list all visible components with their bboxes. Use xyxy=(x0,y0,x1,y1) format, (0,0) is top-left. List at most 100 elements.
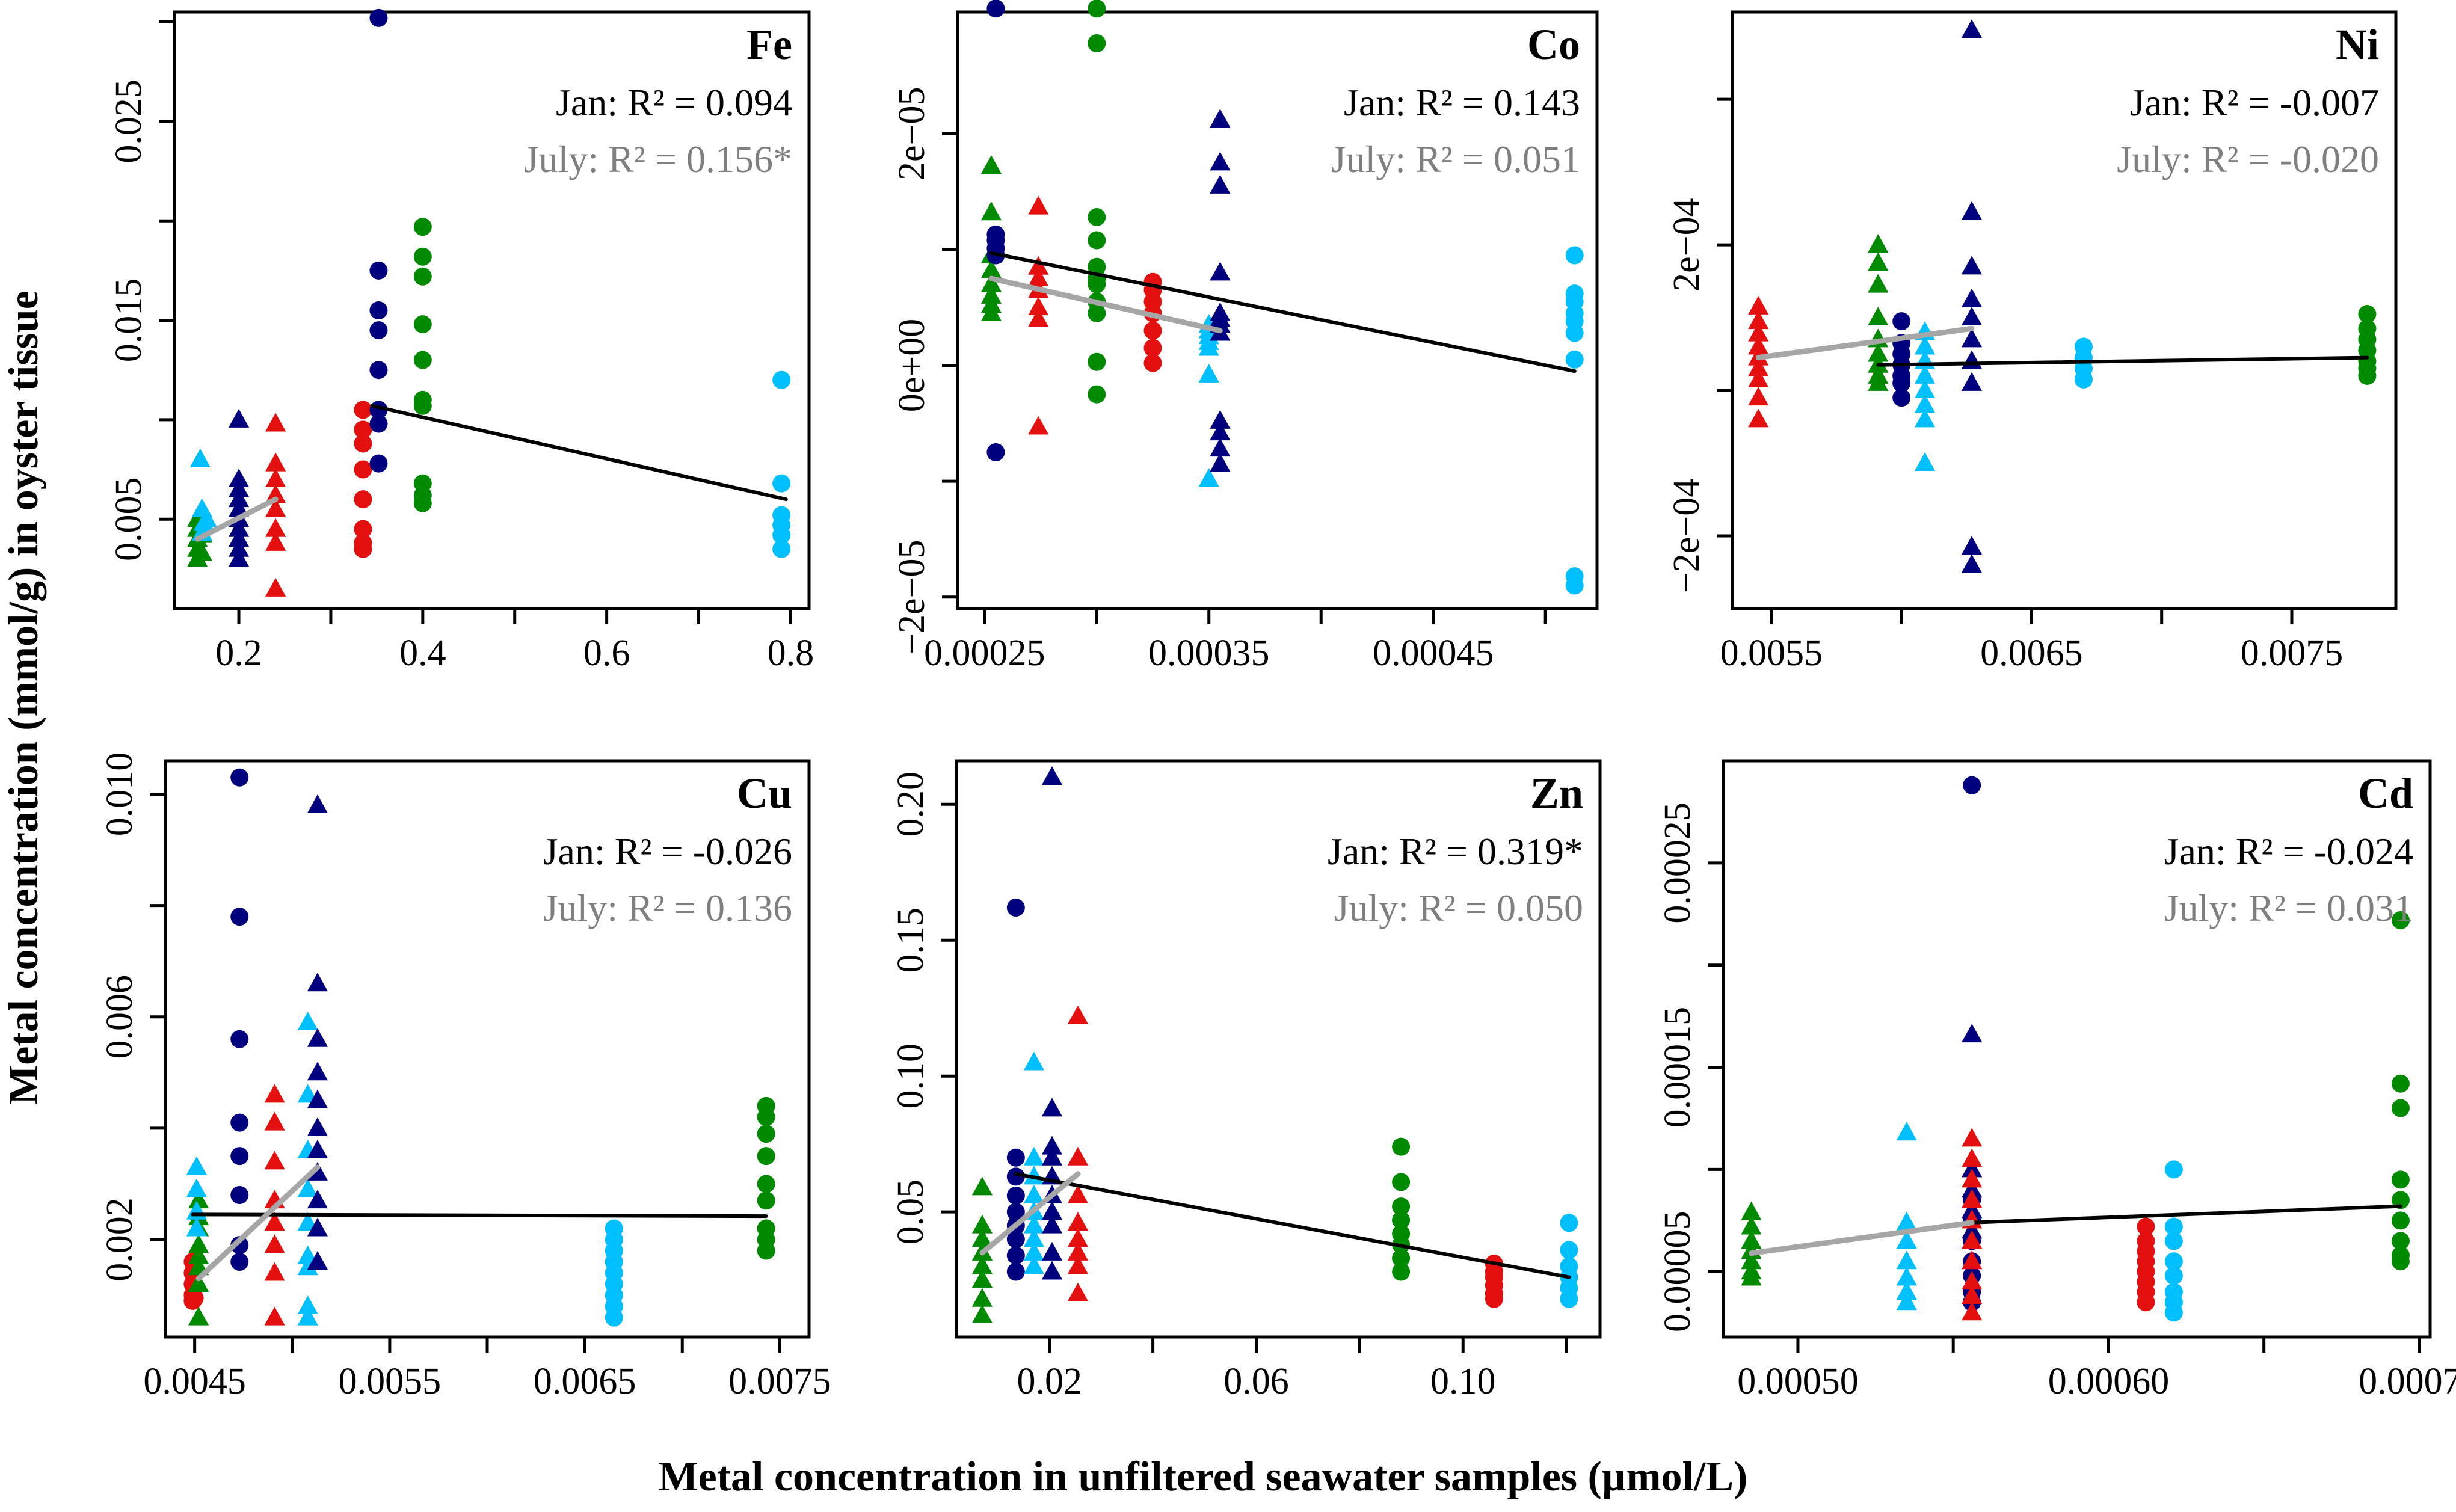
cu-point-red-triangle xyxy=(264,1151,285,1170)
ni-point-red-triangle xyxy=(1748,322,1769,342)
cu-point-dark-blue-triangle xyxy=(307,1139,328,1158)
cu-point-dark-blue-triangle xyxy=(307,1251,328,1270)
fe-point-red-circle xyxy=(354,434,372,453)
fe-fit-july-line xyxy=(194,496,279,542)
fe-point-light-blue-circle xyxy=(772,526,791,544)
co-point-red-triangle xyxy=(1028,256,1049,275)
cu-point-light-blue-triangle xyxy=(297,1012,318,1030)
co-point-green-circle xyxy=(1088,304,1106,322)
cu-point-light-blue-circle xyxy=(605,1308,623,1327)
cd-point-light-blue-circle xyxy=(2164,1303,2183,1322)
cu-point-green-triangle xyxy=(188,1245,209,1264)
zn-point-green-triangle xyxy=(971,1228,993,1247)
co-point-red-triangle xyxy=(1028,195,1049,215)
co-point-red-circle xyxy=(1143,339,1162,357)
zn-point-light-blue-triangle xyxy=(1023,1051,1045,1071)
ni-point-light-blue-triangle xyxy=(1914,452,1936,472)
zn-point-dark-blue-circle xyxy=(1006,1203,1025,1222)
cd-point-light-blue-triangle xyxy=(1896,1122,1917,1141)
fe-point-dark-blue-triangle xyxy=(228,528,250,547)
zn-y-tick-label: 0.20 xyxy=(890,772,931,837)
zn-point-red-triangle xyxy=(1067,1146,1089,1166)
co-point-light-blue-circle xyxy=(1565,324,1584,342)
fe-point-red-circle xyxy=(354,460,372,479)
zn-point-dark-blue-circle xyxy=(1006,1167,1025,1186)
cu-point-red-triangle xyxy=(264,1306,285,1326)
cd-point-green-triangle xyxy=(1741,1215,1762,1235)
fe-point-red-circle xyxy=(354,401,372,419)
co-point-dark-blue-triangle xyxy=(1210,174,1231,194)
fe-point-dark-blue-circle xyxy=(369,321,388,340)
ni-point-light-blue-triangle xyxy=(1914,394,1936,413)
zn-x-tick-label: 0.06 xyxy=(1223,1361,1289,1402)
co-point-light-blue-circle xyxy=(1565,350,1584,369)
co-july-r2-label: July: R² = 0.051 xyxy=(1331,138,1580,180)
cd-point-light-blue-triangle xyxy=(1896,1250,1917,1270)
co-point-dark-blue-circle xyxy=(986,443,1005,461)
ni-point-green-circle xyxy=(2358,366,2377,385)
cd-point-light-blue-circle xyxy=(2164,1252,2183,1271)
co-point-green-circle xyxy=(1088,231,1106,250)
ni-point-dark-blue-circle xyxy=(1892,389,1911,407)
cu-point-dark-blue-triangle xyxy=(307,1117,328,1136)
zn-july-r2-label: July: R² = 0.050 xyxy=(1334,887,1583,929)
y-axis-title: Metal concentration (mmol/g) in oyster t… xyxy=(1,290,47,1105)
ni-point-red-triangle xyxy=(1748,387,1769,406)
cd-point-green-circle xyxy=(2391,1099,2410,1117)
cu-point-dark-blue-triangle xyxy=(307,794,328,814)
co-point-red-circle xyxy=(1143,354,1162,372)
fe-y-tick-label: 0.025 xyxy=(108,79,149,164)
fe-point-green-circle xyxy=(413,396,432,415)
cd-point-red-triangle xyxy=(1962,1250,1983,1270)
ni-point-green-triangle xyxy=(1868,234,1889,253)
cu-x-tick-label: 0.0045 xyxy=(143,1361,246,1402)
zn-point-light-blue-circle xyxy=(1560,1214,1578,1232)
zn-point-dark-blue-triangle xyxy=(1041,1098,1063,1117)
ni-x-tick-label: 0.0075 xyxy=(2241,633,2344,674)
fe-point-dark-blue-triangle xyxy=(228,478,250,497)
co-fit-jan-line xyxy=(989,251,1577,373)
ni-y-tick-label: −2e−04 xyxy=(1666,479,1707,593)
ni-point-light-blue-triangle xyxy=(1914,408,1936,428)
fe-point-dark-blue-triangle xyxy=(228,408,250,428)
zn-point-dark-blue-triangle xyxy=(1041,1241,1063,1261)
cd-point-light-blue-circle xyxy=(2164,1232,2183,1250)
ni-point-dark-blue-triangle xyxy=(1961,328,1983,348)
cu-point-red-triangle xyxy=(264,1111,285,1131)
fe-point-red-circle xyxy=(354,420,372,439)
fe-point-red-triangle xyxy=(265,532,286,551)
zn-point-green-circle xyxy=(1392,1262,1411,1281)
cd-point-green-circle xyxy=(2391,1074,2410,1093)
ni-point-red-triangle xyxy=(1748,408,1769,428)
zn-point-light-blue-triangle xyxy=(1023,1214,1045,1234)
cu-x-tick-label: 0.0055 xyxy=(339,1361,442,1402)
fe-point-red-triangle xyxy=(265,484,286,503)
fe-x-tick-label: 0.6 xyxy=(583,633,630,674)
co-point-red-triangle xyxy=(1028,297,1049,316)
ni-plot-frame xyxy=(1731,10,2398,610)
ni-point-green-triangle xyxy=(1868,274,1889,293)
zn-y-tick-label: 0.10 xyxy=(890,1043,931,1109)
cu-point-green-circle xyxy=(757,1108,775,1126)
co-point-light-blue-triangle xyxy=(1198,363,1219,383)
zn-point-green-triangle xyxy=(971,1288,993,1307)
cu-point-red-triangle xyxy=(264,1212,285,1231)
fe-point-dark-blue-triangle xyxy=(228,518,250,537)
cu-point-green-circle xyxy=(757,1147,775,1166)
cu-point-dark-blue-triangle xyxy=(307,1089,328,1108)
co-point-dark-blue-triangle xyxy=(1210,262,1231,281)
ni-july-r2-label: July: R² = -0.020 xyxy=(2117,138,2379,180)
zn-point-red-triangle xyxy=(1067,1241,1089,1261)
cu-point-dark-blue-triangle xyxy=(307,1161,328,1181)
cu-point-dark-blue-triangle xyxy=(307,973,328,992)
fe-point-green-circle xyxy=(413,267,432,286)
ni-metal-label: Ni xyxy=(2336,20,2379,69)
cu-point-red-circle xyxy=(185,1289,204,1308)
ni-fit-jan-line xyxy=(1876,355,2369,367)
co-point-light-blue-circle xyxy=(1565,246,1584,265)
cu-point-light-blue-triangle xyxy=(297,1256,318,1276)
zn-point-green-triangle xyxy=(971,1176,993,1196)
cu-point-green-circle xyxy=(757,1125,775,1143)
